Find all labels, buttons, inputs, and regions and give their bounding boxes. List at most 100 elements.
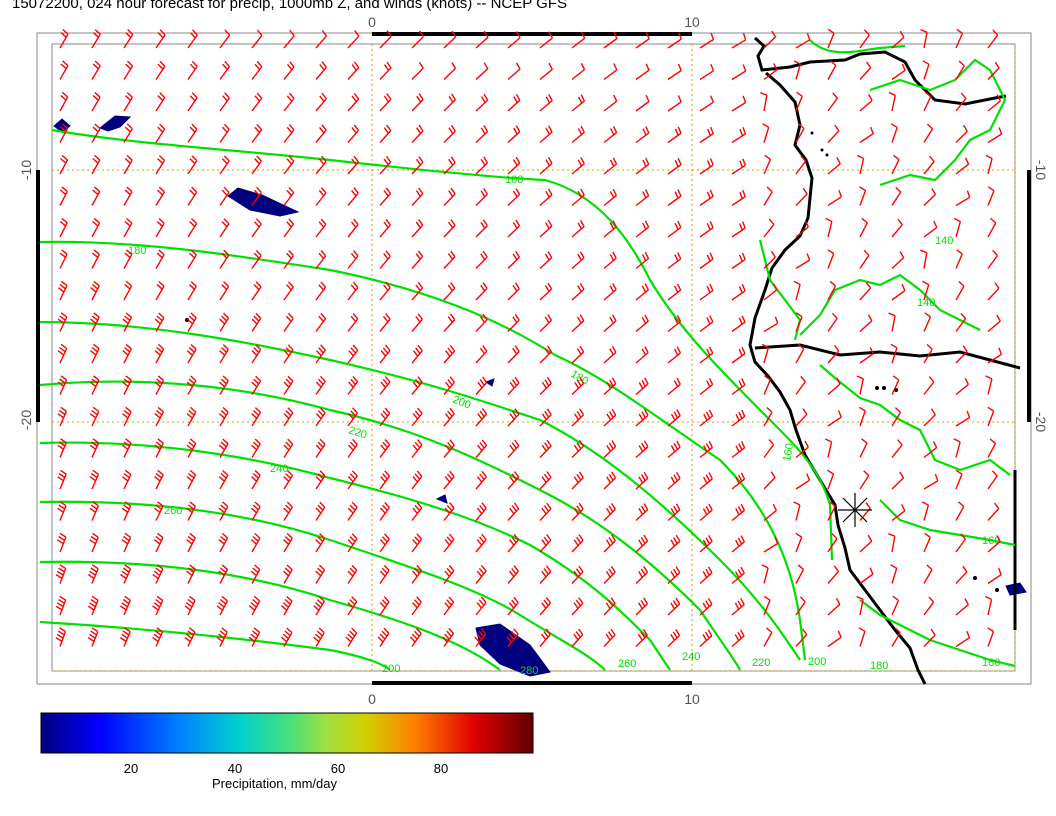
wind-barb-icon xyxy=(475,30,489,49)
wind-barb-icon xyxy=(731,221,746,238)
wind-barb-icon xyxy=(635,377,649,396)
wind-barb-icon xyxy=(443,376,455,395)
wind-barb-icon xyxy=(379,344,391,364)
wind-barb-icon xyxy=(571,408,585,427)
wind-barb-icon xyxy=(731,629,745,648)
wind-barb-icon xyxy=(539,408,552,427)
wind-barb-icon xyxy=(186,501,197,521)
wind-barb-icon xyxy=(379,250,391,269)
wind-barb-icon xyxy=(635,251,650,270)
wind-barb-icon xyxy=(216,595,229,616)
wind-barb-icon xyxy=(858,406,866,427)
wind-barb-icon xyxy=(667,346,682,364)
wind-barb-icon xyxy=(283,61,295,80)
wind-barb-icon xyxy=(315,92,327,112)
wind-barb-icon xyxy=(763,439,775,458)
wind-barb-icon xyxy=(315,29,328,49)
wind-barb-icon xyxy=(475,313,488,332)
wind-barb-icon xyxy=(187,92,198,112)
wind-barb-icon xyxy=(571,282,585,301)
wind-barb-icon xyxy=(347,596,358,616)
wind-barb-icon xyxy=(219,29,231,49)
wind-barb-icon xyxy=(315,155,327,175)
wind-barb-icon xyxy=(955,631,971,648)
wind-barb-icon xyxy=(827,533,838,553)
wind-barb-icon xyxy=(57,312,68,332)
wind-barb-icon xyxy=(987,627,995,647)
wind-barb-icon xyxy=(91,123,101,143)
wind-barb-icon xyxy=(955,190,971,207)
colorbar-tick: 40 xyxy=(228,761,242,776)
bottom-tick-10: 10 xyxy=(684,691,700,707)
wind-barb-icon xyxy=(379,124,392,143)
wind-barb-icon xyxy=(731,158,747,175)
wind-barb-icon xyxy=(347,61,360,80)
wind-barb-icon xyxy=(122,312,133,332)
wind-barb-icon xyxy=(635,94,650,112)
wind-barb-icon xyxy=(827,249,835,269)
wind-barb-icon xyxy=(315,250,327,269)
wind-barb-icon xyxy=(187,186,198,206)
wind-barb-icon xyxy=(795,440,809,459)
wind-barb-icon xyxy=(891,504,906,522)
wind-barb-icon xyxy=(699,535,713,553)
wind-barb-icon xyxy=(923,91,932,112)
wind-barb-icon xyxy=(571,314,585,333)
wind-barb-icon xyxy=(315,281,327,301)
coastline xyxy=(748,36,1021,685)
wind-barb-icon xyxy=(825,217,833,238)
wind-barb-icon xyxy=(347,124,360,143)
wind-barb-icon xyxy=(347,92,360,112)
wind-barb-icon xyxy=(923,312,932,332)
wind-barb-icon xyxy=(219,92,230,112)
wind-barb-icon xyxy=(59,60,69,80)
wind-barb-icon xyxy=(59,217,68,238)
wind-barb-icon xyxy=(186,312,197,332)
wind-barb-icon xyxy=(603,126,618,144)
wind-barb-icon xyxy=(187,29,198,49)
wind-barb-icon xyxy=(152,564,164,584)
wind-barb-icon xyxy=(635,471,649,490)
wind-barb-icon xyxy=(186,438,197,458)
wind-barb-icon xyxy=(411,344,423,364)
wind-barb-icon xyxy=(475,345,488,364)
wind-barb-icon xyxy=(571,565,584,584)
wind-barb-icon xyxy=(571,94,586,112)
wind-barb-icon xyxy=(411,376,423,395)
wind-barb-icon xyxy=(571,534,584,553)
colorbar-tick: 60 xyxy=(331,761,345,776)
wind-barb-icon xyxy=(987,217,997,238)
wind-barb-icon xyxy=(890,564,898,584)
wind-barb-icon xyxy=(793,501,801,521)
wind-barb-icon xyxy=(763,186,773,206)
wind-barb-icon xyxy=(251,438,261,458)
wind-barb-icon xyxy=(955,124,968,143)
wind-barb-icon xyxy=(91,29,101,49)
wind-barb-icon xyxy=(443,187,456,206)
wind-barb-icon xyxy=(507,31,521,49)
wind-barb-icon xyxy=(859,126,874,144)
wind-barb-icon xyxy=(539,314,553,333)
wind-barb-icon xyxy=(155,249,165,269)
wind-barb-icon xyxy=(507,345,520,364)
wind-barb-icon xyxy=(216,627,228,647)
wind-barb-icon xyxy=(347,313,359,332)
wind-barb-icon xyxy=(955,60,965,80)
wind-barb-icon xyxy=(795,473,811,490)
wind-barb-icon xyxy=(379,218,391,238)
wind-barb-icon xyxy=(635,189,650,207)
wind-barb-icon xyxy=(891,30,905,49)
wind-barb-icon xyxy=(731,503,746,522)
wind-barb-icon xyxy=(57,375,68,395)
wind-barb-icon xyxy=(539,345,552,364)
wind-barb-icon xyxy=(985,154,993,175)
wind-barb-icon xyxy=(475,407,488,427)
wind-barb-icon xyxy=(283,470,294,490)
wind-barb-icon xyxy=(155,155,166,175)
wind-barb-icon xyxy=(603,157,618,175)
wind-barb-icon xyxy=(891,471,905,490)
wind-barb-icon xyxy=(315,187,327,206)
wind-barb-icon xyxy=(411,250,424,269)
wind-barb-icon xyxy=(251,281,262,301)
